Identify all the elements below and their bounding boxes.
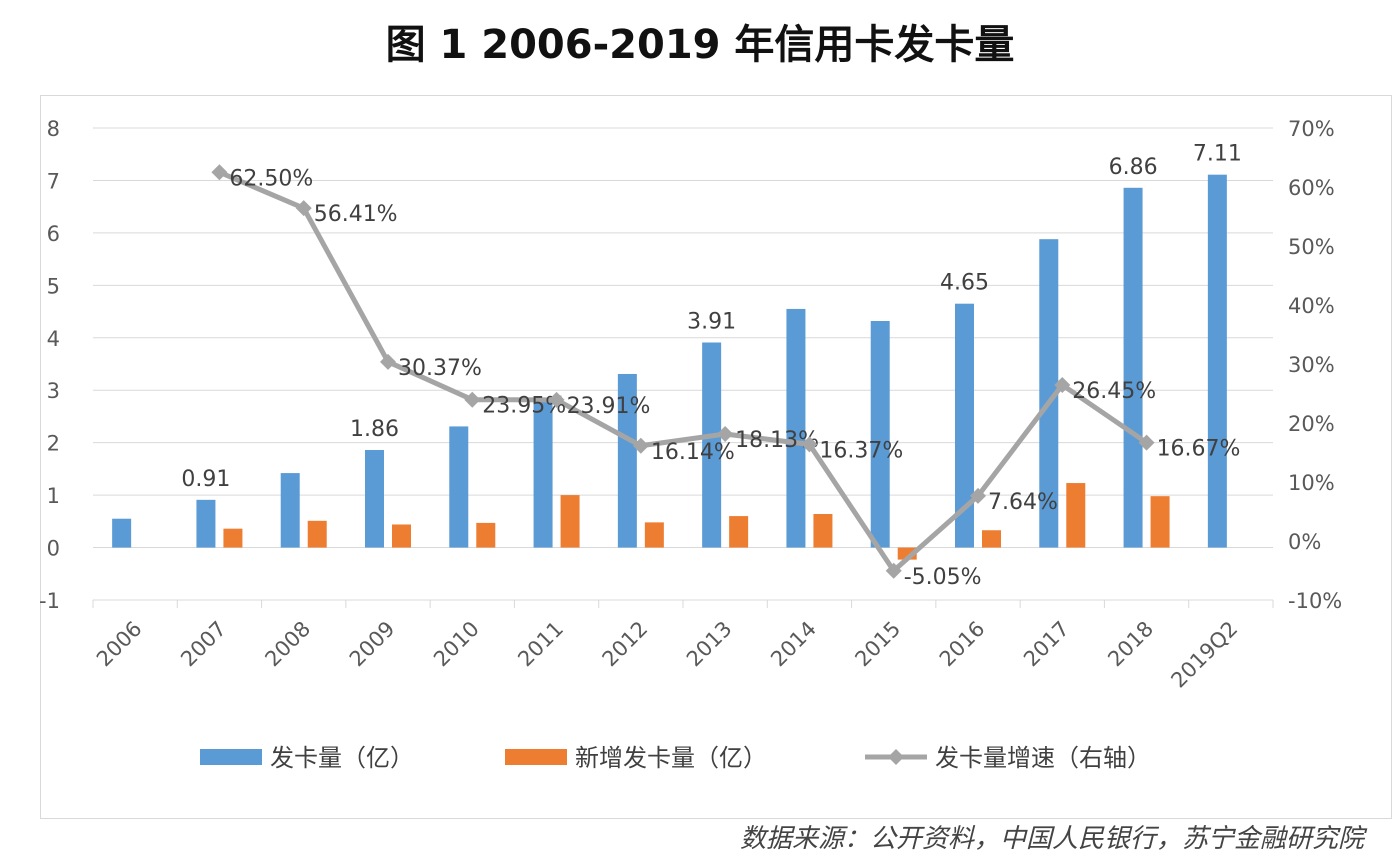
source-note: 数据来源：公开资料，中国人民银行，苏宁金融研究院 bbox=[739, 824, 1364, 854]
bar-card-count bbox=[617, 373, 637, 548]
bar-new-cards bbox=[560, 495, 580, 548]
legend-label: 新增发卡量（亿） bbox=[575, 744, 767, 772]
bar-card-count bbox=[1123, 187, 1143, 548]
data-label-card-count: 1.86 bbox=[350, 417, 399, 442]
data-label-growth: 7.64% bbox=[988, 490, 1058, 515]
bar-card-count bbox=[702, 342, 722, 548]
bar-new-cards bbox=[307, 520, 327, 548]
bar-card-count bbox=[365, 450, 384, 548]
x-tick-label: 2018 bbox=[1103, 617, 1158, 672]
x-tick-label: 2011 bbox=[513, 617, 568, 672]
growth-marker bbox=[211, 164, 228, 181]
data-label-growth: -5.05% bbox=[904, 565, 982, 590]
legend-swatch bbox=[200, 749, 262, 765]
data-label-growth: 16.37% bbox=[819, 438, 903, 463]
x-tick-label: 2012 bbox=[598, 617, 653, 672]
growth-marker bbox=[970, 487, 986, 504]
growth-marker bbox=[295, 200, 312, 217]
bar-card-count bbox=[870, 320, 890, 548]
y-right-tick-label: 70% bbox=[1288, 117, 1335, 141]
y-right-tick-label: 40% bbox=[1288, 294, 1335, 318]
data-label-card-count: 6.86 bbox=[1109, 155, 1158, 180]
bar-new-cards bbox=[644, 522, 664, 548]
bar-new-cards bbox=[982, 530, 1001, 548]
x-tick-label: 2006 bbox=[92, 617, 147, 672]
growth-marker bbox=[632, 437, 649, 454]
bar-card-count bbox=[1039, 239, 1059, 548]
y-left-tick-label: 6 bbox=[47, 222, 60, 246]
bar-card-count bbox=[786, 308, 806, 548]
bar-new-cards bbox=[476, 522, 496, 548]
y-left-tick-label: 8 bbox=[47, 117, 60, 141]
legend-label: 发卡量（亿） bbox=[270, 744, 414, 772]
growth-marker bbox=[548, 391, 565, 408]
growth-marker bbox=[1054, 376, 1071, 393]
x-tick-label: 2016 bbox=[935, 617, 990, 672]
bar-new-cards bbox=[392, 524, 411, 548]
bar-card-count bbox=[955, 303, 974, 548]
legend-label: 发卡量增速（右轴） bbox=[935, 744, 1151, 772]
data-label-card-count: 3.91 bbox=[687, 309, 736, 334]
bar-card-count bbox=[112, 518, 132, 548]
y-right-tick-label: 50% bbox=[1288, 235, 1335, 259]
bar-card-count bbox=[280, 473, 300, 548]
x-tick-label: 2015 bbox=[850, 617, 905, 672]
y-left-tick-label: 4 bbox=[47, 327, 60, 351]
data-label-card-count: 4.65 bbox=[940, 271, 989, 296]
y-right-tick-label: -10% bbox=[1288, 589, 1342, 613]
x-tick-label: 2007 bbox=[176, 617, 231, 672]
y-right-tick-label: 30% bbox=[1288, 353, 1335, 377]
y-left-tick-label: 1 bbox=[47, 484, 60, 508]
data-label-growth: 30.37% bbox=[398, 356, 482, 381]
growth-marker bbox=[717, 426, 734, 443]
legend-swatch bbox=[505, 749, 567, 765]
data-label-growth: 62.50% bbox=[229, 166, 313, 191]
y-left-tick-label: -1 bbox=[39, 589, 60, 613]
y-left-tick-label: 7 bbox=[47, 169, 60, 193]
growth-marker bbox=[464, 391, 481, 408]
y-right-tick-label: 0% bbox=[1288, 530, 1321, 554]
x-tick-label: 2008 bbox=[260, 617, 315, 672]
data-label-growth: 56.41% bbox=[314, 202, 398, 227]
y-right-tick-label: 20% bbox=[1288, 412, 1335, 436]
bar-card-count bbox=[533, 398, 553, 548]
y-right-tick-label: 60% bbox=[1288, 176, 1335, 200]
growth-marker bbox=[801, 436, 818, 453]
y-left-tick-label: 5 bbox=[47, 274, 60, 298]
chart-title: 图 1 2006-2019 年信用卡发卡量 bbox=[385, 22, 1015, 68]
bar-card-count bbox=[196, 499, 216, 548]
bar-new-cards bbox=[223, 528, 243, 548]
x-tick-label: 2019Q2 bbox=[1166, 617, 1242, 693]
bar-new-cards bbox=[1150, 496, 1170, 548]
data-label-growth: 16.67% bbox=[1157, 437, 1241, 462]
data-label-growth: 16.14% bbox=[651, 440, 735, 465]
y-left-tick-label: 0 bbox=[47, 537, 60, 561]
x-tick-label: 2014 bbox=[766, 617, 821, 672]
bar-card-count bbox=[449, 426, 469, 548]
data-label-card-count: 7.11 bbox=[1193, 142, 1242, 167]
growth-marker bbox=[1138, 434, 1155, 451]
bar-card-count bbox=[1207, 174, 1227, 548]
y-left-tick-label: 2 bbox=[47, 432, 60, 456]
growth-line bbox=[218, 169, 1148, 574]
data-label-growth: 23.91% bbox=[567, 394, 651, 419]
data-label-card-count: 0.91 bbox=[181, 467, 230, 492]
data-label-growth: 26.45% bbox=[1072, 379, 1156, 404]
x-tick-label: 2010 bbox=[429, 617, 484, 672]
y-left-tick-label: 3 bbox=[47, 379, 60, 403]
growth-marker bbox=[380, 353, 396, 370]
bar-new-cards bbox=[813, 513, 833, 548]
x-tick-label: 2013 bbox=[682, 617, 737, 672]
chart-frame bbox=[40, 95, 1392, 819]
bar-new-cards bbox=[729, 516, 749, 548]
x-tick-label: 2017 bbox=[1019, 617, 1074, 672]
data-label-growth: 18.13% bbox=[735, 428, 819, 453]
x-tick-label: 2009 bbox=[345, 617, 400, 672]
bar-new-cards bbox=[1066, 483, 1086, 548]
legend-marker bbox=[888, 749, 904, 765]
growth-marker bbox=[885, 562, 902, 579]
y-right-tick-label: 10% bbox=[1288, 471, 1335, 495]
